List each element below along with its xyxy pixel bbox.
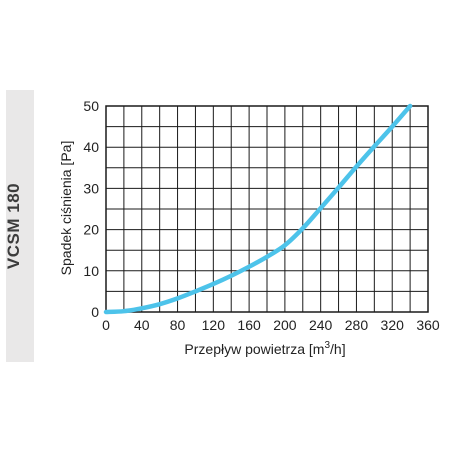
x-tick-label: 120 <box>202 317 226 333</box>
plot-frame <box>105 105 429 313</box>
x-tick-label: 320 <box>381 317 405 333</box>
x-tick-label: 40 <box>134 317 150 333</box>
x-tick-labels: 0 40 80 120 160 200 240 280 320 360 <box>102 317 440 333</box>
y-axis-title: Spadek ciśnienia [Pa] <box>58 141 74 276</box>
x-axis-title-sup: 3 <box>324 340 330 351</box>
x-tick-label: 200 <box>273 317 297 333</box>
x-tick-label: 280 <box>345 317 369 333</box>
y-tick-label: 20 <box>83 222 99 238</box>
y-tick-label: 0 <box>91 304 99 320</box>
grid <box>105 105 429 313</box>
x-tick-label: 0 <box>102 317 110 333</box>
x-tick-label: 360 <box>416 317 440 333</box>
x-axis-title-main: Przepływ powietrza [m <box>184 341 324 357</box>
y-tick-label: 10 <box>83 263 99 279</box>
x-axis-title: Przepływ powietrza [m3/h] <box>184 340 345 357</box>
curve-layer <box>103 103 413 315</box>
x-tick-label: 160 <box>237 317 261 333</box>
x-tick-label: 80 <box>170 317 186 333</box>
pressure-drop-curve <box>103 103 413 315</box>
y-tick-labels: 0 10 20 30 40 50 <box>83 98 99 320</box>
y-tick-label: 30 <box>83 180 99 196</box>
side-tab <box>6 90 34 362</box>
x-tick-label: 240 <box>309 317 333 333</box>
x-axis-title-tail: /h] <box>330 341 346 357</box>
y-tick-label: 40 <box>83 139 99 155</box>
y-tick-label: 50 <box>83 98 99 114</box>
